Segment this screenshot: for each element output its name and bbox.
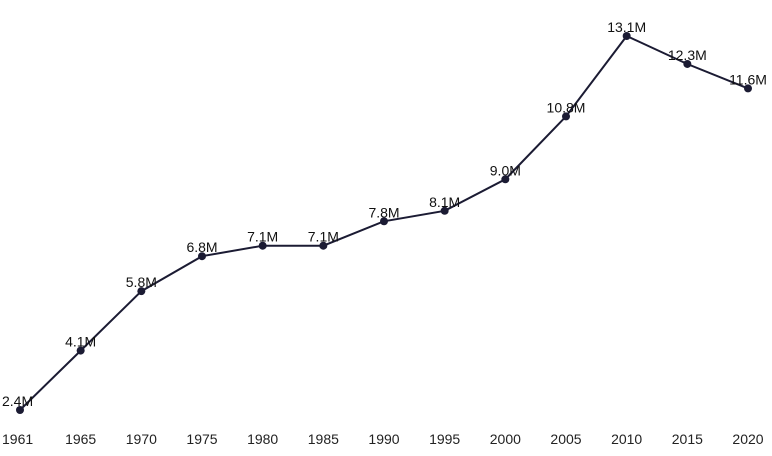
x-tick-label: 1990 [368,431,399,447]
data-point [744,84,752,93]
data-point [380,217,388,226]
data-label: 7.1M [308,229,339,245]
x-tick-label: 1975 [186,431,217,447]
data-label: 7.8M [368,204,399,220]
x-tick-label: 2015 [672,431,703,447]
data-point [683,59,692,68]
data-point [562,112,570,121]
x-tick-label: 1965 [65,431,96,447]
x-tick-label: 1970 [126,431,157,447]
data-point [198,252,206,261]
data-label: 8.1M [429,194,460,210]
x-tick-label: 1980 [247,431,278,447]
x-tick-label: 1985 [308,431,339,447]
data-point [501,175,510,184]
data-label: 11.6M [729,71,767,87]
x-tick-label: 2005 [550,431,581,447]
data-point [76,346,85,355]
data-label: 7.1M [247,229,278,245]
data-labels: 2.4M 4.1M 5.8M 6.8M 7.1M 7.1M 7.8M 8.1M 9.0M 10.8… [2,19,767,409]
x-tick-label: 2000 [490,431,521,447]
data-point [622,32,631,40]
data-label: 6.8M [186,239,217,255]
x-axis-ticks: 1961 1965 1970 1975 1980 1985 1990 1995 2000 2005… [2,431,764,447]
data-point [258,241,267,250]
data-label: 13.1M [607,19,646,35]
data-label: 4.1M [65,334,96,350]
data-point [137,287,146,296]
data-label: 12.3M [668,47,707,63]
data-label: 5.8M [126,274,157,290]
data-point [16,406,24,414]
x-tick-label: 2010 [611,431,642,447]
data-label: 10.8M [547,99,586,115]
x-tick-label: 1995 [429,431,460,447]
data-point [319,241,328,250]
data-label: 9.0M [490,162,521,178]
x-tick-label: 2020 [732,431,763,447]
data-point [440,206,449,215]
x-tick-label: 1961 [2,431,33,447]
data-label: 2.4M [2,393,33,409]
data-points [16,32,752,414]
